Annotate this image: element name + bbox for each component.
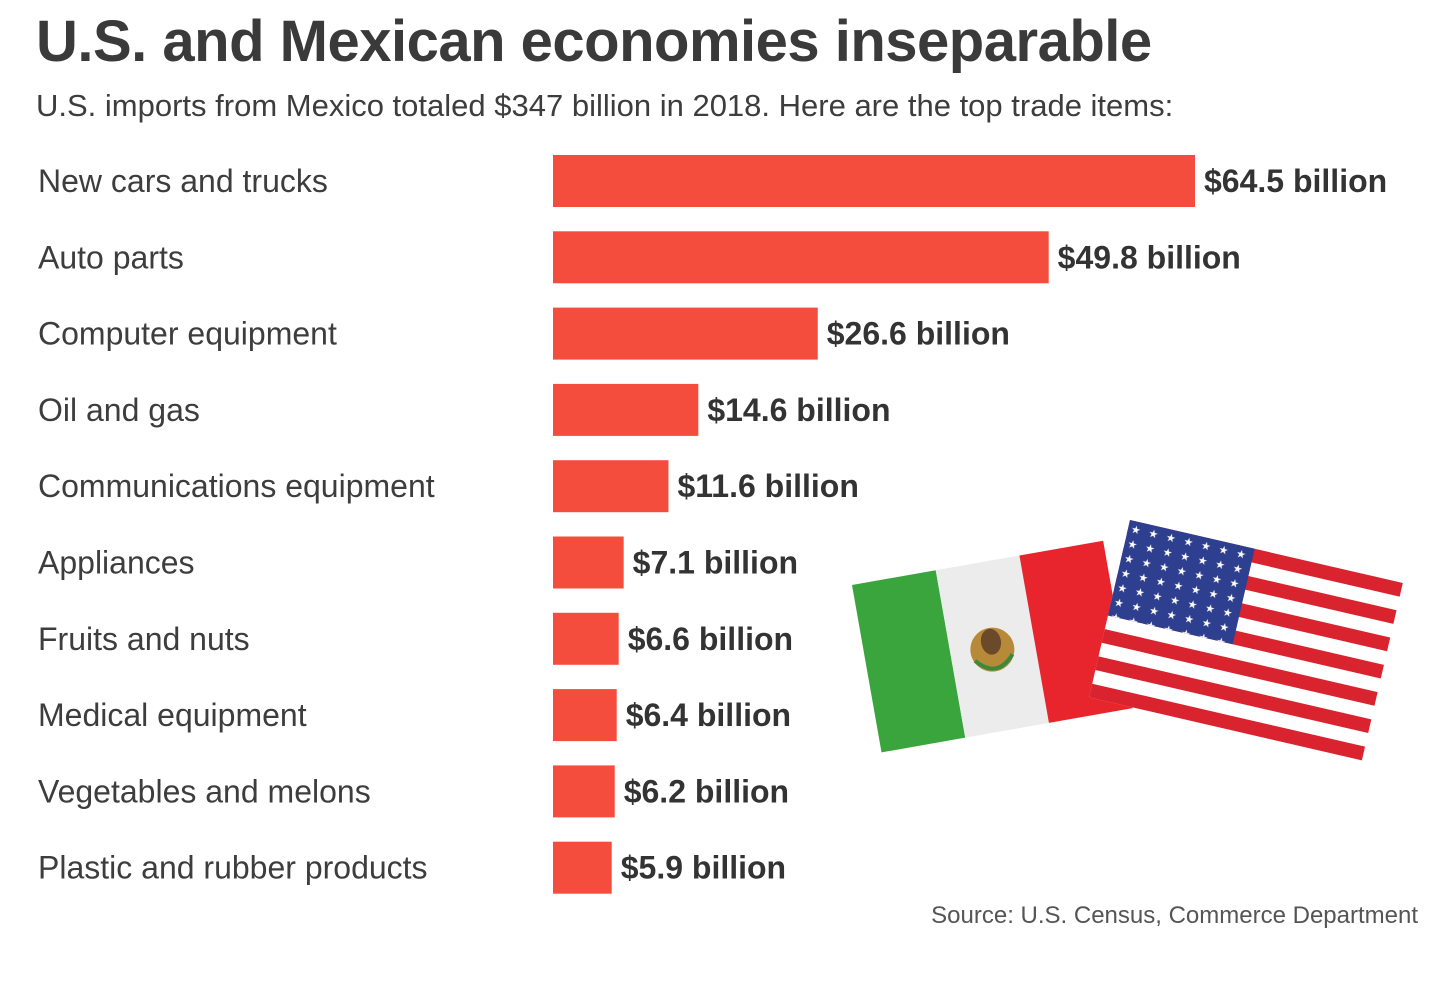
- chart-title: U.S. and Mexican economies inseparable: [36, 9, 1152, 74]
- bar: [553, 231, 1049, 284]
- category-label: Auto parts: [38, 239, 184, 275]
- bar: [553, 841, 612, 894]
- bar: [553, 689, 617, 742]
- value-label: $49.8 billion: [1058, 239, 1241, 275]
- category-label: Appliances: [38, 545, 195, 581]
- value-label: $6.6 billion: [628, 621, 793, 657]
- category-label: Computer equipment: [38, 316, 337, 352]
- source-note: Source: U.S. Census, Commerce Department: [931, 902, 1418, 929]
- value-label: $14.6 billion: [707, 392, 890, 428]
- value-label: $64.5 billion: [1204, 163, 1387, 199]
- flags-illustration: ★: [852, 520, 1403, 761]
- us-flag-icon: [1089, 520, 1403, 761]
- value-label: $11.6 billion: [677, 468, 858, 504]
- bar: [553, 765, 615, 818]
- category-label: Vegetables and melons: [38, 773, 371, 809]
- bar: [553, 383, 699, 436]
- category-label: New cars and trucks: [38, 163, 328, 199]
- value-label: $6.2 billion: [624, 773, 789, 809]
- category-label: Communications equipment: [38, 468, 435, 504]
- bar: [553, 612, 619, 665]
- bar: [553, 536, 624, 589]
- value-label: $26.6 billion: [827, 316, 1010, 352]
- value-label: $7.1 billion: [633, 545, 798, 581]
- category-label: Medical equipment: [38, 697, 307, 733]
- chart-subtitle: U.S. imports from Mexico totaled $347 bi…: [36, 88, 1174, 123]
- value-label: $6.4 billion: [626, 697, 791, 733]
- value-label: $5.9 billion: [621, 850, 786, 886]
- category-label: Oil and gas: [38, 392, 200, 428]
- mexico-flag-icon: [852, 540, 1133, 753]
- bar: [553, 155, 1195, 207]
- category-label: Plastic and rubber products: [38, 850, 428, 886]
- bar: [553, 460, 669, 513]
- bar: [553, 307, 818, 360]
- category-label: Fruits and nuts: [38, 621, 250, 657]
